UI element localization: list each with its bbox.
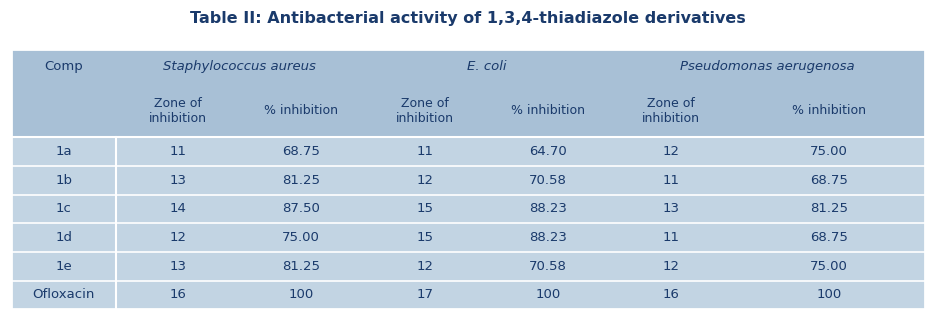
Text: 81.25: 81.25 [810, 203, 848, 215]
Text: 1a: 1a [55, 145, 72, 158]
Text: Zone of
inhibition: Zone of inhibition [149, 97, 207, 125]
Text: 11: 11 [417, 145, 433, 158]
Text: 1e: 1e [55, 260, 72, 273]
Text: Staphylococcus aureus: Staphylococcus aureus [163, 60, 316, 73]
Text: 16: 16 [169, 289, 186, 301]
Text: 17: 17 [417, 289, 433, 301]
Text: 75.00: 75.00 [810, 145, 848, 158]
Text: 75.00: 75.00 [283, 231, 320, 244]
Text: 100: 100 [816, 289, 841, 301]
Text: 12: 12 [169, 231, 186, 244]
Text: 70.58: 70.58 [529, 260, 567, 273]
Text: 87.50: 87.50 [283, 203, 320, 215]
Text: 11: 11 [663, 174, 680, 187]
Text: 13: 13 [169, 174, 186, 187]
Text: 68.75: 68.75 [810, 231, 848, 244]
Text: 12: 12 [417, 260, 433, 273]
Text: 100: 100 [288, 289, 314, 301]
Text: 13: 13 [663, 203, 680, 215]
Text: Zone of
inhibition: Zone of inhibition [642, 97, 700, 125]
Text: 70.58: 70.58 [529, 174, 567, 187]
Text: 81.25: 81.25 [283, 174, 320, 187]
Text: 12: 12 [663, 145, 680, 158]
Text: 11: 11 [663, 231, 680, 244]
Text: Zone of
inhibition: Zone of inhibition [396, 97, 454, 125]
Text: 88.23: 88.23 [529, 203, 567, 215]
Text: 68.75: 68.75 [810, 174, 848, 187]
Text: 14: 14 [169, 203, 186, 215]
Text: 1c: 1c [56, 203, 72, 215]
Text: 100: 100 [535, 289, 561, 301]
Text: 12: 12 [417, 174, 433, 187]
Text: E. coli: E. coli [466, 60, 506, 73]
Text: 15: 15 [417, 203, 433, 215]
Text: 64.70: 64.70 [529, 145, 567, 158]
Text: 1b: 1b [55, 174, 72, 187]
Text: 81.25: 81.25 [283, 260, 320, 273]
Text: % inhibition: % inhibition [264, 104, 338, 117]
Text: 68.75: 68.75 [283, 145, 320, 158]
Text: 13: 13 [169, 260, 186, 273]
Text: Comp: Comp [44, 60, 83, 73]
Text: 15: 15 [417, 231, 433, 244]
Text: 75.00: 75.00 [810, 260, 848, 273]
Text: % inhibition: % inhibition [792, 104, 866, 117]
Text: 16: 16 [663, 289, 680, 301]
Text: 1d: 1d [55, 231, 72, 244]
Bar [11, 49, 925, 137]
Text: 12: 12 [663, 260, 680, 273]
Text: Pseudomonas aerugenosa: Pseudomonas aerugenosa [680, 60, 855, 73]
Text: Table II: Antibacterial activity of 1,3,4-thiadiazole derivatives: Table II: Antibacterial activity of 1,3,… [190, 11, 746, 26]
Text: % inhibition: % inhibition [511, 104, 585, 117]
Text: 11: 11 [169, 145, 186, 158]
Text: 88.23: 88.23 [529, 231, 567, 244]
Bar [11, 137, 925, 309]
Text: Ofloxacin: Ofloxacin [33, 289, 95, 301]
